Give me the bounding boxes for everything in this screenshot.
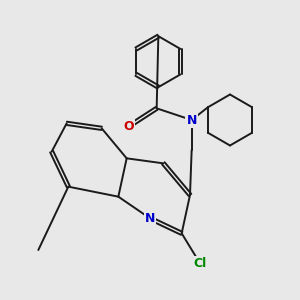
Text: N: N <box>187 113 197 127</box>
Text: O: O <box>123 120 134 133</box>
Text: Cl: Cl <box>194 257 207 270</box>
Text: N: N <box>145 212 155 225</box>
